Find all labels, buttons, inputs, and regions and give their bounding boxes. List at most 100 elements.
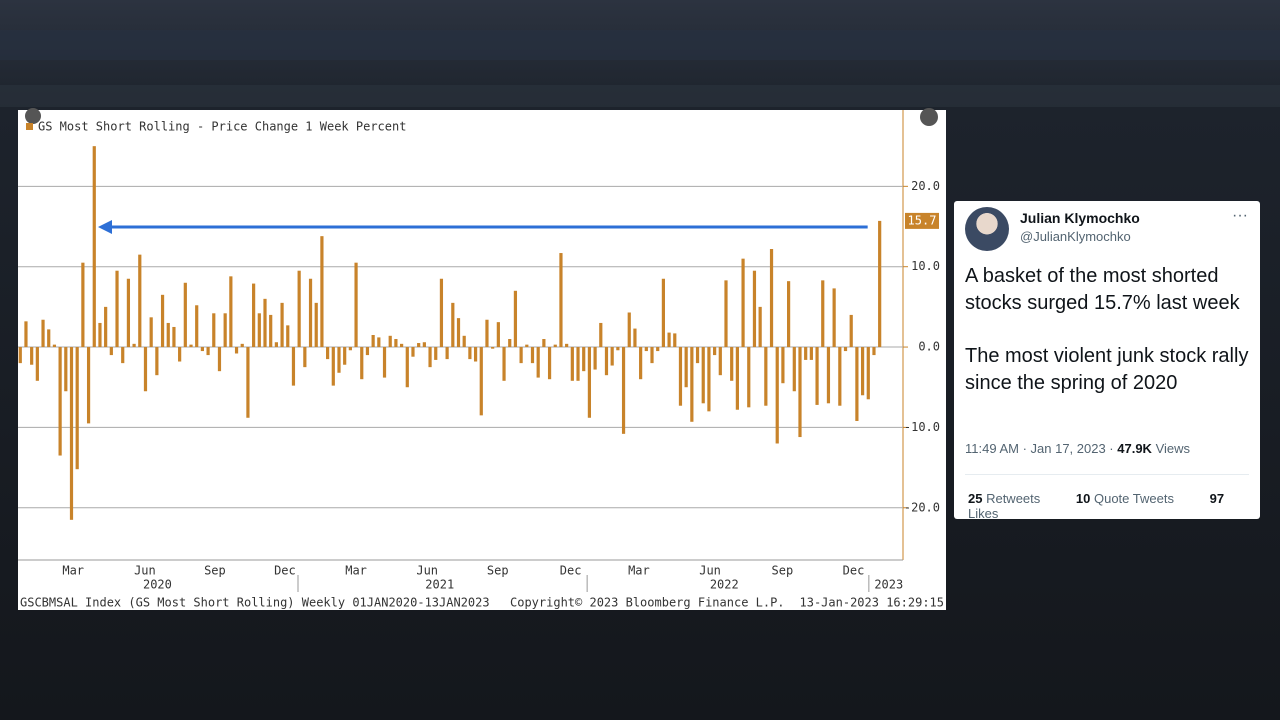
bar [724,280,728,348]
y-tick-label: 0.0 [918,340,940,354]
bar [673,333,677,348]
bar [639,347,643,380]
bar [644,347,648,352]
bar [297,270,301,348]
x-tick-label: Mar [345,564,367,578]
bar [547,347,552,380]
bar [866,347,870,400]
bar [240,343,244,348]
bar [75,347,79,470]
bar [439,278,444,348]
bar [257,313,261,348]
bar [707,347,711,412]
bar [792,347,796,392]
bar [417,343,421,348]
bar [838,347,842,406]
bar [593,347,597,370]
bar [337,347,341,373]
expand-button[interactable] [920,108,938,126]
stat[interactable]: 10 Quote Tweets [1076,491,1190,506]
bar [172,326,176,348]
bar [428,347,432,368]
bar [434,347,438,360]
bar [132,343,136,348]
bar [536,347,540,378]
bar [35,347,39,381]
bar [473,347,478,362]
bar [365,347,370,356]
bar [183,282,187,348]
bar [570,347,574,381]
bar [212,313,216,348]
bar [360,347,364,380]
year-label: 2022 [710,578,739,592]
y-tick-label: 20.0 [911,179,940,193]
tweet-meta: 11:49 AM · Jan 17, 2023 · 47.9K Views [965,441,1190,456]
stat-label: Quote Tweets [1090,491,1174,506]
stat-label: Retweets [982,491,1041,506]
bar [650,347,654,364]
more-button[interactable]: ··· [1232,207,1248,224]
bar [843,347,848,352]
bar [388,335,392,348]
bar [138,254,142,348]
bar [491,347,495,349]
bar [269,314,273,348]
bar [206,347,210,356]
bar [553,344,557,348]
bar [377,337,381,348]
bar [781,347,785,384]
bar [661,278,665,348]
x-tick-label: Dec [843,564,865,578]
footer-timestamp: 13-Jan-2023 16:29:15 [800,596,945,610]
bar [229,276,233,348]
author-name[interactable]: Julian Klymochko [1020,210,1140,226]
bar [695,347,700,364]
bar [860,347,865,396]
bar [280,302,284,348]
bar [121,347,125,364]
year-label: 2021 [425,578,454,592]
bar [109,347,113,356]
bar [804,347,808,360]
bar [678,347,683,406]
bar [496,322,500,348]
close-button[interactable] [25,108,41,124]
bar [485,319,489,348]
bar [747,347,751,408]
bar [382,347,387,378]
y-tick-label: 10.0 [911,259,940,273]
bar [855,347,859,421]
bar [690,347,694,422]
tweet-stats: 25 Retweets 10 Quote Tweets 97 Likes [968,491,1260,521]
toolbar [0,30,1280,60]
bar [160,294,165,348]
bar [115,270,119,348]
bar [286,325,290,348]
bar [769,249,774,348]
bar [326,347,330,360]
footer-copyright: Copyright© 2023 Bloomberg Finance L.P. [510,596,785,610]
x-tick-label: Sep [772,564,794,578]
bar [143,347,148,392]
tweet-card: Julian Klymochko @JulianKlymochko ··· A … [954,201,1260,521]
bar [320,236,324,348]
bar [223,313,227,348]
bar [542,339,546,348]
x-tick-label: Mar [628,564,650,578]
avatar[interactable] [965,207,1009,251]
x-tick-label: Dec [560,564,582,578]
bar [178,347,182,362]
stat-count: 10 [1075,491,1091,506]
stat[interactable]: 25 Retweets [968,491,1056,506]
bar [809,347,813,360]
stat[interactable]: 97 Likes [968,491,1224,521]
bar [701,347,705,404]
bar [104,306,108,348]
bar [217,347,222,372]
author-handle[interactable]: @JulianKlymochko [1020,229,1131,244]
bar [513,290,518,348]
toolbar [0,85,1280,107]
last-value-label: 15.7 [908,213,937,227]
